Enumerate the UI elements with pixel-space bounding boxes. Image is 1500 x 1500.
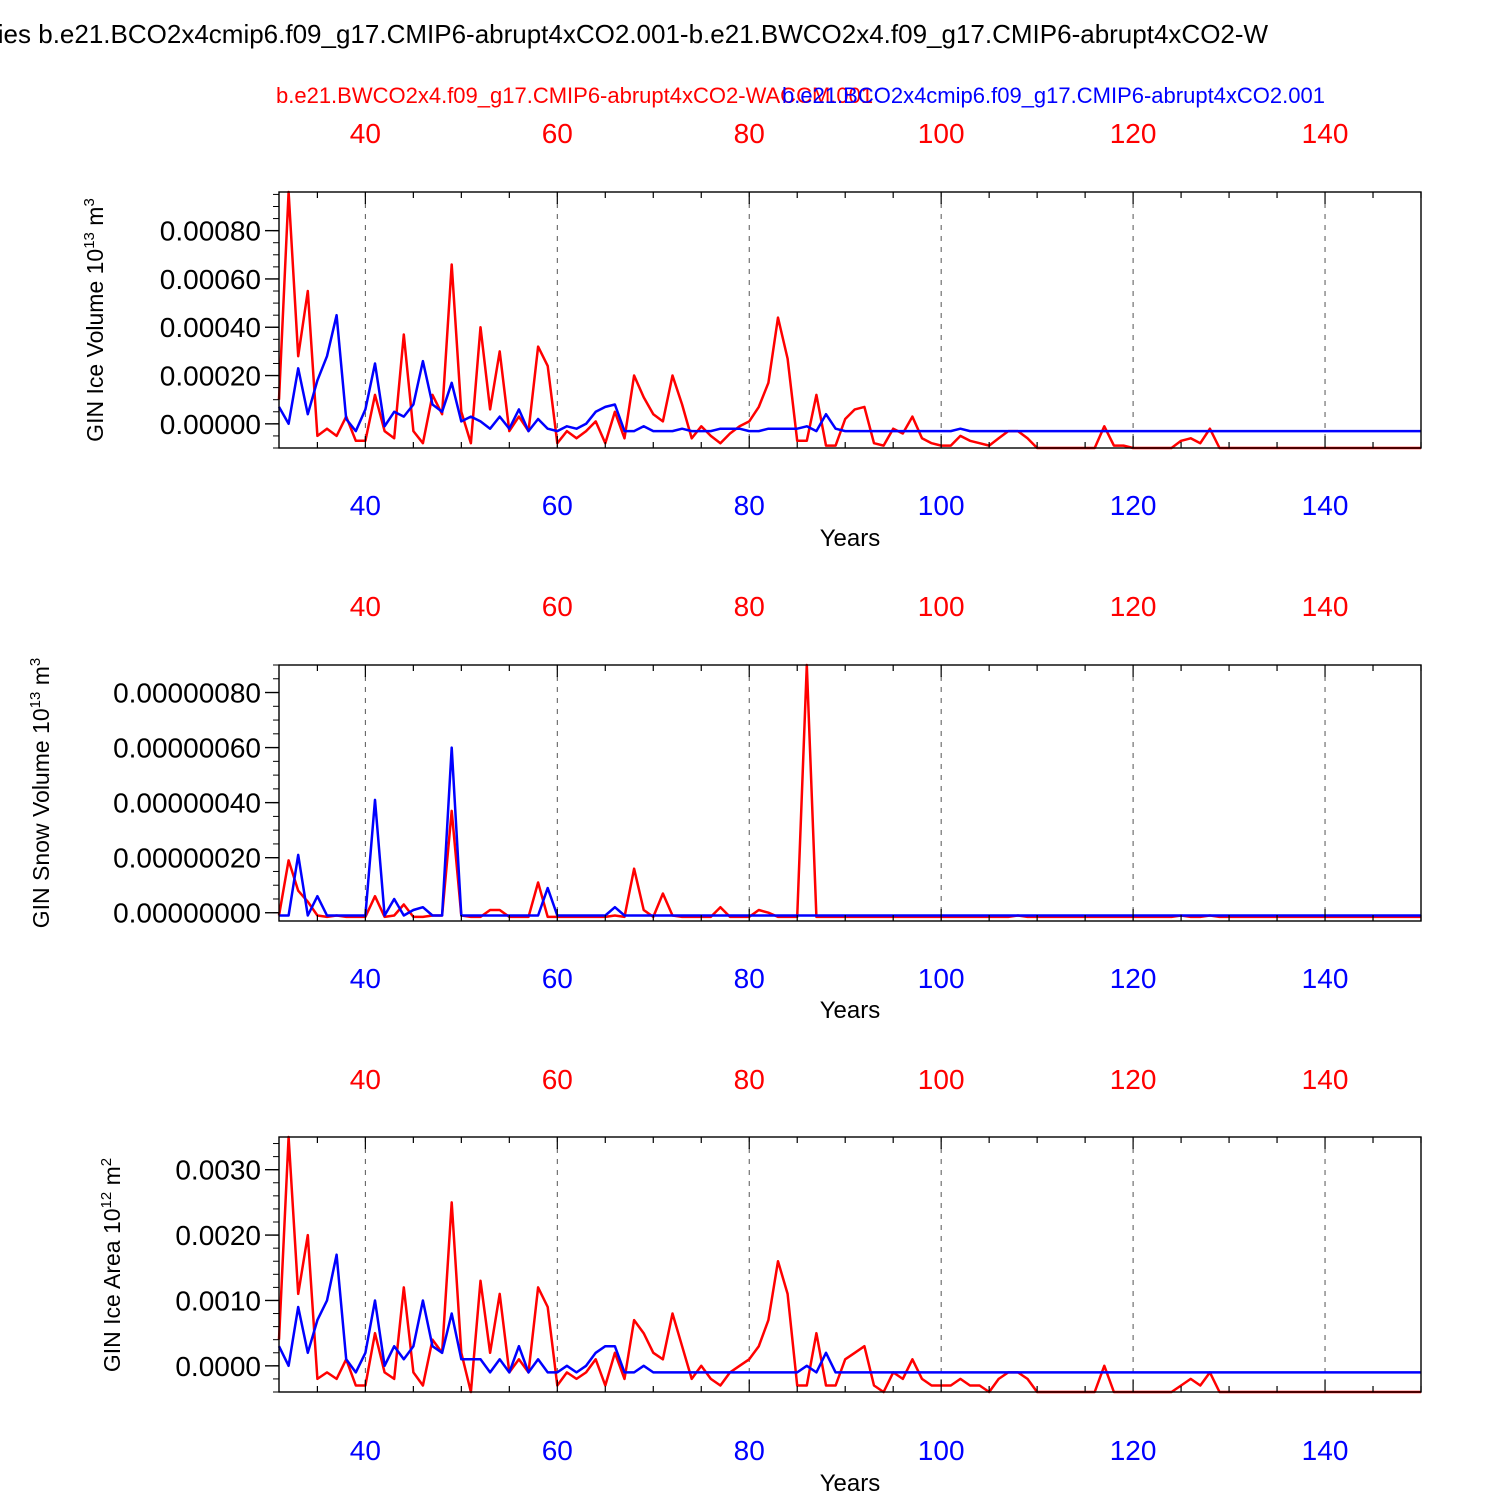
x-tick-label-bottom: 60 [542, 490, 573, 521]
x-tick-label-top: 40 [350, 1064, 381, 1095]
plot-frame [278, 1136, 1422, 1393]
x-tick-label-top: 80 [734, 1064, 765, 1095]
chart-panel-1: 40 40 60 60 80 80 100 100 120 120 140 140 Years 0.000… [81, 118, 1422, 552]
x-tick-label-bottom: 100 [918, 963, 965, 994]
y-tick-label: 0.00060 [160, 264, 261, 295]
x-tick-label-top: 60 [542, 591, 573, 622]
x-tick-label-bottom: 120 [1110, 963, 1157, 994]
x-axis-label: Years [820, 525, 881, 552]
x-tick-label-top: 40 [350, 118, 381, 149]
x-axis-label: Years [820, 1470, 881, 1497]
y-tick-label: 0.00000000 [113, 898, 261, 929]
x-tick-label-bottom: 120 [1110, 490, 1157, 521]
x-tick-label-top: 140 [1302, 591, 1349, 622]
x-tick-label-top: 100 [918, 591, 965, 622]
x-axis-label: Years [820, 997, 881, 1024]
chart-panel-2: 40 40 60 60 80 80 100 100 120 120 140 140 Years 0.000… [27, 591, 1422, 1024]
x-tick-label-top: 120 [1110, 1064, 1157, 1095]
y-axis-label: GIN Ice Area 1012 m2 [98, 1158, 125, 1372]
x-tick-label-top: 100 [918, 118, 965, 149]
x-tick-label-bottom: 100 [918, 490, 965, 521]
legend-red-series: b.e21.BWCO2x4.f09_g17.CMIP6-abrupt4xCO2-… [276, 83, 873, 108]
x-tick-label-bottom: 80 [734, 963, 765, 994]
y-tick-label: 0.00020 [160, 361, 261, 392]
y-tick-label: 0.00080 [160, 216, 261, 247]
x-tick-label-bottom: 120 [1110, 1435, 1157, 1466]
y-axis-label: GIN Ice Volume 1013 m3 [81, 198, 108, 442]
x-tick-label-bottom: 80 [734, 490, 765, 521]
chart-panel-3: 40 40 60 60 80 80 100 100 120 120 140 140 Years 0.000… [98, 1064, 1422, 1497]
y-tick-label: 0.00000080 [113, 678, 261, 709]
x-tick-label-top: 120 [1110, 591, 1157, 622]
figure-title: lies b.e21.BCO2x4cmip6.f09_g17.CMIP6-abr… [0, 19, 1269, 49]
x-tick-label-top: 120 [1110, 118, 1157, 149]
series-line-blue [279, 746, 1421, 917]
x-tick-label-bottom: 40 [350, 1435, 381, 1466]
series-line-blue [277, 1253, 1421, 1374]
series-line-red [277, 190, 1421, 450]
y-tick-label: 0.00000040 [113, 788, 261, 819]
x-tick-label-bottom: 40 [350, 963, 381, 994]
x-tick-label-top: 100 [918, 1064, 965, 1095]
series-line-blue [277, 313, 1421, 433]
x-tick-label-top: 80 [734, 591, 765, 622]
plot-frame [278, 664, 1422, 922]
x-tick-label-bottom: 140 [1302, 490, 1349, 521]
plot-frame [278, 191, 1422, 449]
x-tick-label-top: 140 [1302, 1064, 1349, 1095]
x-tick-label-top: 80 [734, 118, 765, 149]
x-tick-label-bottom: 60 [542, 963, 573, 994]
x-tick-label-top: 140 [1302, 118, 1349, 149]
legend-blue-series: b.e21.BCO2x4cmip6.f09_g17.CMIP6-abrupt4x… [782, 83, 1325, 108]
y-axis-label: GIN Snow Volume 1013 m3 [27, 658, 54, 929]
x-tick-label-bottom: 140 [1302, 963, 1349, 994]
y-tick-label: 0.00000020 [113, 843, 261, 874]
x-tick-label-bottom: 60 [542, 1435, 573, 1466]
y-tick-label: 0.0010 [175, 1285, 261, 1316]
series-line-red [277, 1135, 1421, 1394]
x-tick-label-top: 60 [542, 1064, 573, 1095]
x-tick-label-bottom: 140 [1302, 1435, 1349, 1466]
y-tick-label: 0.00040 [160, 312, 261, 343]
x-tick-label-bottom: 100 [918, 1435, 965, 1466]
y-tick-label: 0.00000 [160, 409, 261, 440]
x-tick-label-top: 40 [350, 591, 381, 622]
y-tick-label: 0.0000 [175, 1351, 261, 1382]
x-tick-label-bottom: 80 [734, 1435, 765, 1466]
x-tick-label-bottom: 40 [350, 490, 381, 521]
y-tick-label: 0.0030 [175, 1155, 261, 1186]
y-tick-label: 0.00000060 [113, 733, 261, 764]
x-tick-label-top: 60 [542, 118, 573, 149]
panels: 40 40 60 60 80 80 100 100 120 120 140 140 Years 0.000… [27, 118, 1422, 1497]
y-tick-label: 0.0020 [175, 1220, 261, 1251]
